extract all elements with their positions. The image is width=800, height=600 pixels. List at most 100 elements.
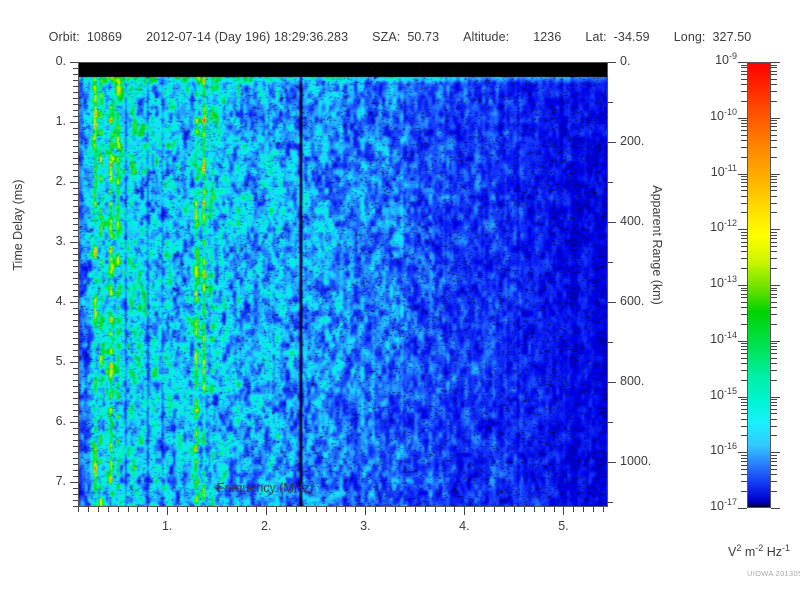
colorbar-tick-minor [741, 481, 747, 483]
colorbar-tick-major [738, 229, 747, 231]
y-axis-left-title: Time Delay (ms) [11, 179, 25, 271]
colorbar-tick-minor [741, 454, 747, 456]
colorbar-tick-minor [741, 413, 747, 415]
y-axis-tick-minor [73, 445, 78, 447]
x-axis-tick-minor [335, 507, 337, 512]
colorbar-tick-minor [771, 126, 777, 128]
x-axis-tick-minor [87, 507, 89, 512]
x-axis-tick-minor [157, 507, 159, 512]
y-axis-tick-label: 7. [55, 473, 66, 488]
y-axis-tick-minor [73, 109, 78, 111]
y-axis-tick-minor [73, 253, 78, 255]
x-axis-tick-minor [97, 507, 99, 512]
x-axis-tick-minor [177, 507, 179, 512]
y-axis-tick-major [70, 301, 78, 303]
colorbar-label-base: 10 [710, 499, 724, 513]
y-axis-tick-minor [73, 211, 78, 213]
y-axis-tick-minor [73, 289, 78, 291]
y-axis-tick-minor [73, 397, 78, 399]
colorbar-tick-minor [771, 293, 777, 295]
colorbar-tick-minor [741, 460, 747, 462]
colorbar-tick-minor [741, 100, 747, 102]
y-axis-tick-minor [73, 475, 78, 477]
colorbar-tick-minor [771, 425, 777, 427]
colorbar-frame [747, 62, 771, 508]
colorbar-tick-major [738, 452, 747, 454]
x-axis-tick-major [563, 507, 565, 515]
y-axis-right-tick-minor [608, 342, 613, 344]
colorbar-tick-minor [771, 146, 777, 148]
latitude-label: Lat: [585, 30, 607, 44]
colorbar-tick-minor [741, 67, 747, 69]
y-axis-tick-major [70, 421, 78, 423]
y-axis-tick-minor [73, 343, 78, 345]
colorbar-tick-minor [771, 290, 777, 292]
colorbar-tick-minor [741, 369, 747, 371]
colorbar-label-exponent: -14 [723, 329, 737, 340]
longitude-value: 327.50 [712, 30, 752, 44]
y-axis-tick-minor [73, 91, 78, 93]
x-axis-tick-minor [236, 507, 238, 512]
y-axis-tick-minor [73, 163, 78, 165]
colorbar-tick-minor [741, 268, 747, 270]
colorbar-tick-minor [741, 64, 747, 66]
x-axis-tick-minor [246, 507, 248, 512]
header-metadata-line: Orbit: 10869 2012-07-14 (Day 196) 18:29:… [0, 30, 800, 44]
colorbar-tick-major [771, 173, 780, 175]
x-axis-tick-minor [276, 507, 278, 512]
colorbar-tick-minor [741, 491, 747, 493]
y-axis-tick-minor [73, 349, 78, 351]
colorbar-tick-minor [771, 78, 777, 80]
unit-m: m [741, 545, 756, 559]
y-axis-tick-minor [73, 259, 78, 261]
colorbar-label-exponent: -12 [723, 218, 737, 229]
colorbar-tick-minor [771, 67, 777, 69]
colorbar-label-exponent: -15 [723, 385, 737, 396]
colorbar-tick-minor [771, 195, 777, 197]
colorbar-tick-minor [771, 231, 777, 233]
colorbar-tick-minor [741, 425, 747, 427]
x-axis-tick-minor [78, 507, 79, 512]
x-axis-tick-major [266, 507, 268, 515]
colorbar-tick-minor [741, 78, 747, 80]
y-axis-tick-minor [73, 439, 78, 441]
colorbar-tick-minor [741, 120, 747, 122]
y-axis-right-tick-major [608, 382, 616, 384]
y-axis-right-tick-major [608, 62, 616, 63]
y-axis-tick-minor [73, 295, 78, 297]
colorbar-tick-minor [741, 399, 747, 401]
colorbar-tick-minor [741, 195, 747, 197]
colorbar-tick-minor [771, 287, 777, 289]
y-axis-tick-minor [73, 277, 78, 279]
colorbar-tick-minor [771, 190, 777, 192]
colorbar-label-base: 10 [710, 443, 724, 458]
colorbar-tick-minor [771, 185, 777, 187]
y-axis-tick-minor [73, 385, 78, 387]
colorbar-tick-minor [771, 418, 777, 420]
x-axis-tick-minor [196, 507, 198, 512]
unit-hz-exponent: -1 [782, 542, 791, 553]
colorbar-tick-major [771, 396, 780, 398]
y-axis-tick-major [70, 361, 78, 363]
y-axis-right-tick-major [608, 222, 616, 224]
colorbar-tick-major [738, 508, 747, 509]
colorbar-tick-minor [741, 464, 747, 466]
spectrogram-plot-area: 0. 1. 2. 3. 4. 5. 6. 7. 0. 200. 400. 600. 800. 1000.… [56, 54, 652, 533]
colorbar-tick-minor [741, 287, 747, 289]
y-axis-tick-minor [73, 133, 78, 135]
colorbar-tick-minor [771, 469, 777, 471]
y-axis-tick-minor [73, 331, 78, 333]
colorbar-tick-minor [771, 357, 777, 359]
colorbar-tick-minor [771, 413, 777, 415]
spectrogram-image [78, 62, 608, 507]
colorbar-tick-minor [771, 362, 777, 364]
colorbar-tick-minor [771, 70, 777, 72]
colorbar-tick-minor [771, 176, 777, 178]
y-axis-tick-major [70, 241, 78, 243]
colorbar-tick-minor [771, 178, 777, 180]
colorbar-tick-minor [771, 130, 777, 132]
unit-v: V [727, 545, 737, 559]
colorbar-tick-minor [771, 123, 777, 125]
colorbar-tick-minor [771, 314, 777, 316]
x-axis-tick-minor [593, 507, 595, 512]
